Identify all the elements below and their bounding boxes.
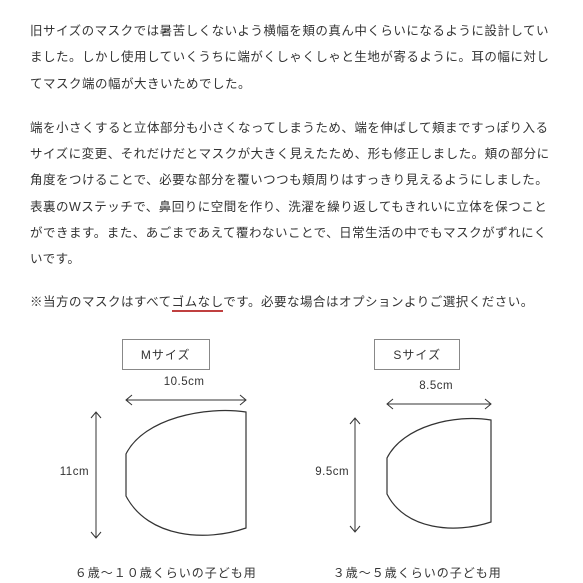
age-label-s: ３歳～５歳くらいの子ども用: [333, 564, 502, 581]
width-label-m: 10.5cm: [164, 376, 205, 388]
width-label-s: 8.5cm: [419, 380, 453, 392]
sizes-row: Mサイズ 10.5cm 11cm ６歳～１０歳くらいの子ども用 Sサイズ: [30, 339, 553, 581]
mask-diagram-m: 10.5cm 11cm: [56, 378, 276, 558]
size-badge-m: Mサイズ: [122, 339, 210, 370]
notice-line: ※当方のマスクはすべてゴムなしです。必要な場合はオプションよりご選択ください。: [30, 290, 553, 315]
size-col-m: Mサイズ 10.5cm 11cm ６歳～１０歳くらいの子ども用: [51, 339, 281, 581]
notice-suffix: です。必要な場合はオプションよりご選択ください。: [223, 295, 534, 309]
notice-underlined: ゴムなし: [172, 295, 224, 312]
mask-diagram-s: 8.5cm 9.5cm: [307, 378, 527, 558]
size-col-s: Sサイズ 8.5cm 9.5cm ３歳～５歳くらいの子ども用: [302, 339, 532, 581]
age-label-m: ６歳～１０歳くらいの子ども用: [75, 564, 257, 581]
height-label-m: 11cm: [60, 466, 89, 478]
description-paragraph-2: 端を小さくすると立体部分も小さくなってしまうため、端を伸ばして頬まですっぽり入る…: [30, 115, 553, 273]
notice-prefix: ※当方のマスクはすべて: [30, 295, 172, 309]
height-label-s: 9.5cm: [315, 466, 349, 478]
size-badge-s: Sサイズ: [374, 339, 460, 370]
description-paragraph-1: 旧サイズのマスクでは暑苦しくないよう横幅を頬の真ん中くらいになるように設計してい…: [30, 18, 553, 97]
